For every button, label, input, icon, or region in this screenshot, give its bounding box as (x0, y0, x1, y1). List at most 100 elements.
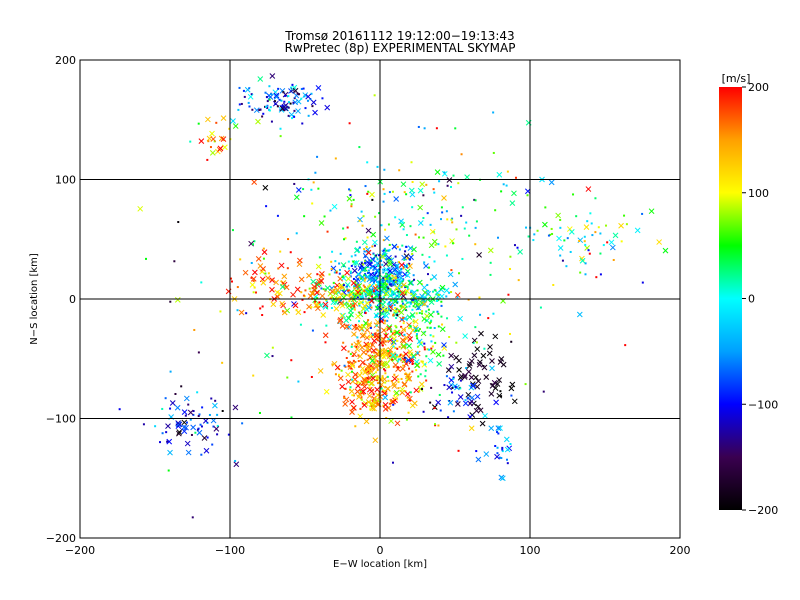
scatter-cross-marker (331, 287, 338, 294)
scatter-cross-marker (386, 254, 392, 261)
scatter-dot-marker (321, 97, 324, 100)
scatter-cross-marker (174, 404, 181, 411)
scatter-dot-marker (349, 353, 352, 356)
scatter-cross-marker (401, 289, 408, 296)
y-tick-label: −100 (46, 413, 76, 426)
scatter-dot-marker (352, 359, 355, 362)
scatter-cross-marker (400, 343, 407, 349)
scatter-dot-marker (439, 409, 442, 412)
y-tick-label: −200 (46, 532, 76, 545)
scatter-dot-marker (372, 393, 375, 396)
scatter-dot-marker (437, 293, 440, 296)
scatter-dot-marker (414, 233, 417, 236)
scatter-dot-marker (406, 263, 409, 266)
scatter-dot-marker (400, 267, 403, 270)
scatter-cross-marker (372, 400, 379, 407)
scatter-dot-marker (372, 279, 375, 282)
scatter-dot-marker (377, 300, 380, 303)
scatter-dot-marker (533, 233, 536, 236)
scatter-cross-marker (176, 430, 182, 437)
scatter-dot-marker (271, 355, 274, 358)
scatter-cross-marker (448, 352, 455, 359)
scatter-dot-marker (437, 312, 440, 315)
scatter-dot-marker (383, 248, 386, 251)
scatter-dot-marker (440, 218, 443, 221)
scatter-cross-marker (359, 365, 366, 372)
scatter-cross-marker (209, 130, 215, 137)
scatter-dot-marker (361, 301, 364, 304)
scatter-dot-marker (394, 307, 397, 310)
scatter-cross-marker (210, 136, 217, 142)
scatter-dot-marker (364, 312, 367, 315)
scatter-cross-marker (353, 247, 360, 254)
scatter-dot-marker (280, 99, 283, 102)
scatter-cross-marker (322, 332, 329, 339)
scatter-dot-marker (437, 243, 440, 246)
scatter-dot-marker (253, 240, 256, 243)
scatter-dot-marker (460, 153, 463, 156)
scatter-cross-marker (371, 405, 378, 412)
scatter-dot-marker (396, 245, 399, 248)
scatter-dot-marker (252, 291, 255, 294)
scatter-dot-marker (475, 450, 478, 453)
scatter-dot-marker (200, 425, 203, 428)
scatter-cross-marker (475, 456, 482, 463)
scatter-dot-marker (341, 292, 344, 295)
scatter-dot-marker (375, 284, 378, 287)
scatter-dot-marker (279, 250, 282, 253)
scatter-dot-marker (366, 192, 369, 195)
scatter-dot-marker (401, 316, 404, 319)
scatter-dot-marker (500, 190, 503, 193)
scatter-cross-marker (498, 356, 505, 362)
scatter-cross-marker (175, 421, 182, 428)
scatter-cross-marker (488, 391, 495, 397)
scatter-dot-marker (343, 238, 346, 241)
scatter-dot-marker (211, 443, 214, 446)
scatter-cross-marker (393, 285, 400, 291)
scatter-dot-marker (497, 432, 500, 435)
scatter-cross-marker (350, 302, 356, 309)
scatter-dot-marker (589, 212, 592, 215)
scatter-dot-marker (230, 280, 233, 283)
scatter-cross-marker (386, 260, 392, 266)
scatter-dot-marker (594, 231, 597, 234)
scatter-dot-marker (391, 461, 394, 464)
scatter-dot-marker (388, 243, 391, 246)
scatter-dot-marker (474, 326, 477, 329)
scatter-dot-marker (382, 271, 385, 274)
x-tick-label: 200 (670, 544, 691, 557)
scatter-cross-marker (372, 437, 379, 444)
scatter-dot-marker (342, 284, 345, 287)
scatter-dot-marker (445, 254, 448, 257)
scatter-cross-marker (361, 239, 368, 246)
scatter-dot-marker (318, 256, 321, 259)
scatter-cross-marker (184, 440, 191, 447)
scatter-dot-marker (392, 293, 395, 296)
scatter-cross-marker (356, 372, 363, 379)
scatter-dot-marker (355, 261, 358, 264)
scatter-dot-marker (376, 382, 379, 385)
scatter-cross-marker (424, 313, 430, 319)
scatter-dot-marker (435, 293, 438, 296)
scatter-cross-marker (360, 359, 366, 366)
scatter-dot-marker (492, 312, 495, 315)
scatter-cross-marker (487, 247, 494, 254)
scatter-cross-marker (431, 274, 438, 280)
y-tick-label: 100 (55, 174, 76, 187)
scatter-cross-marker (407, 336, 414, 342)
scatter-dot-marker (264, 91, 267, 94)
scatter-dot-marker (437, 325, 440, 328)
scatter-cross-marker (662, 247, 669, 254)
scatter-cross-marker (248, 240, 254, 247)
scatter-dot-marker (494, 209, 497, 212)
scatter-dot-marker (262, 112, 265, 115)
scatter-dot-marker (382, 278, 385, 281)
scatter-dot-marker (346, 226, 349, 229)
scatter-dot-marker (377, 287, 380, 290)
scatter-dot-marker (563, 239, 566, 242)
scatter-dot-marker (384, 308, 387, 311)
scatter-cross-marker (387, 268, 393, 274)
scatter-dot-marker (625, 223, 628, 226)
scatter-dot-marker (266, 106, 269, 109)
scatter-dot-marker (250, 93, 253, 96)
